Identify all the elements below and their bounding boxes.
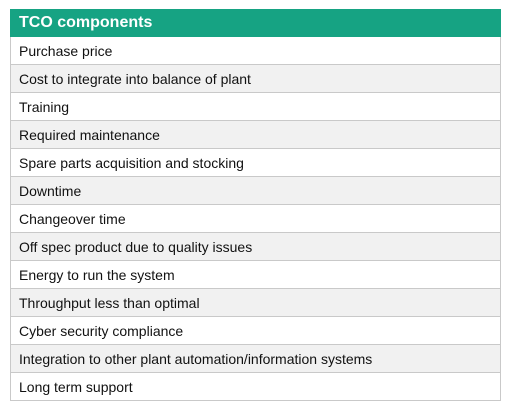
table-row: Integration to other plant automation/in… [10, 344, 501, 373]
table-row: Spare parts acquisition and stocking [10, 148, 501, 177]
table-cell: Energy to run the system [10, 260, 501, 289]
table-cell: Required maintenance [10, 120, 501, 149]
table-cell: Throughput less than optimal [10, 288, 501, 317]
table-cell: Long term support [10, 372, 501, 401]
table-cell: Off spec product due to quality issues [10, 232, 501, 261]
table-row: Long term support [10, 372, 501, 401]
table-cell: Downtime [10, 176, 501, 205]
tco-components-table: TCO components Purchase price Cost to in… [10, 9, 501, 401]
table-row: Required maintenance [10, 120, 501, 149]
table-row: Energy to run the system [10, 260, 501, 289]
table-row: Training [10, 92, 501, 121]
table-cell: Cost to integrate into balance of plant [10, 64, 501, 93]
table-row: Changeover time [10, 204, 501, 233]
table-row: Off spec product due to quality issues [10, 232, 501, 261]
table-cell: Cyber security compliance [10, 316, 501, 345]
table-cell: Training [10, 92, 501, 121]
table-header-row: TCO components [10, 9, 501, 37]
table-row: Purchase price [10, 36, 501, 65]
table-cell: Integration to other plant automation/in… [10, 344, 501, 373]
table-row: Throughput less than optimal [10, 288, 501, 317]
table-cell: Purchase price [10, 36, 501, 65]
table-cell: Changeover time [10, 204, 501, 233]
tco-table-container: TCO components Purchase price Cost to in… [10, 9, 501, 401]
table-row: Cost to integrate into balance of plant [10, 64, 501, 93]
table-cell: Spare parts acquisition and stocking [10, 148, 501, 177]
table-header-cell: TCO components [10, 9, 501, 37]
table-row: Cyber security compliance [10, 316, 501, 345]
table-row: Downtime [10, 176, 501, 205]
